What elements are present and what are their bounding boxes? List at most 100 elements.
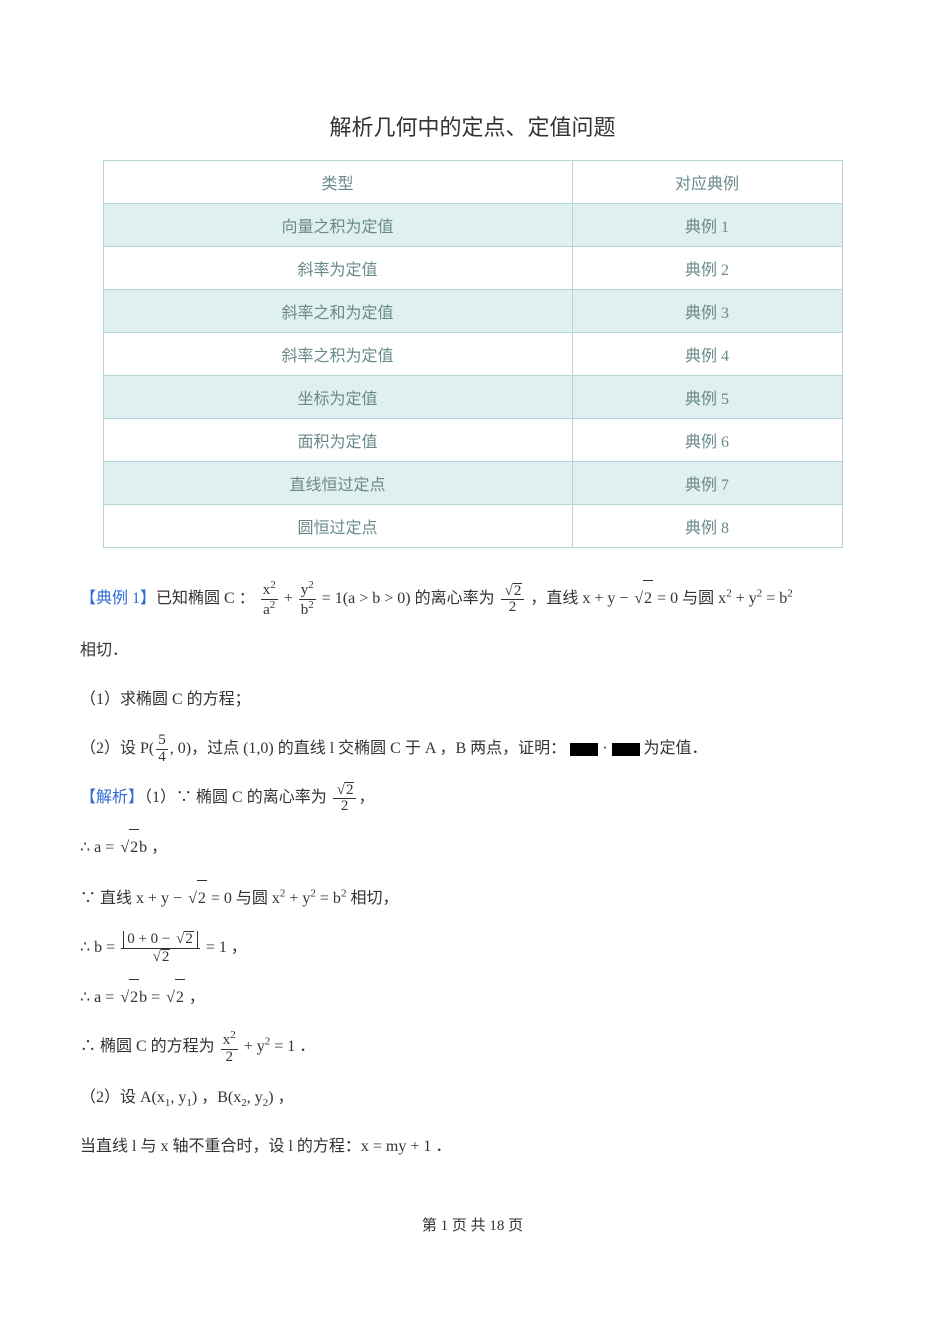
cell-type: 斜率之积为定值: [103, 333, 572, 376]
text: , y: [247, 1089, 263, 1106]
text: ) ，B(x: [192, 1089, 241, 1106]
col-header-example: 对应典例: [572, 161, 842, 204]
question-1: （1）求椭圆 C 的方程；: [80, 682, 865, 717]
fraction: 22: [333, 782, 357, 816]
col-header-type: 类型: [103, 161, 572, 204]
table-row: 圆恒过定点典例 8: [103, 505, 842, 548]
page-number: 1: [441, 1218, 449, 1234]
text: + y: [285, 890, 310, 907]
radicand: 2: [197, 880, 207, 916]
radicand: 2: [184, 931, 194, 948]
cell-example: 典例 4: [572, 333, 842, 376]
fraction: 0 + 0 − 2 2: [121, 931, 200, 966]
text: + y: [732, 590, 757, 607]
cell-type: 直线恒过定点: [103, 462, 572, 505]
radicand: 2: [175, 979, 185, 1015]
footer-text: 第: [422, 1218, 441, 1234]
table-header-row: 类型 对应典例: [103, 161, 842, 204]
sqrt: 2: [632, 580, 653, 616]
text: = 0 与圆 x: [653, 590, 726, 607]
solution-line: ∵ 直线 x + y − 2 = 0 与圆 x2 + y2 = b2 相切，: [80, 880, 865, 916]
text: 0 + 0 −: [127, 931, 174, 947]
text: = 1(a > b > 0): [322, 590, 411, 607]
sqrt: 2: [118, 979, 139, 1015]
text: = 0 与圆 x: [207, 890, 280, 907]
text: b ，: [139, 839, 167, 856]
text: ∴ b =: [80, 939, 119, 956]
solution-line: ∴ b = 0 + 0 − 2 2 = 1 ，: [80, 930, 865, 966]
text: 的离心率为: [415, 590, 499, 607]
redacted-vector-icon: [570, 743, 598, 756]
radicand: 2: [129, 979, 139, 1015]
cell-type: 斜率之和为定值: [103, 290, 572, 333]
page-footer: 第 1 页 共 18 页: [80, 1214, 865, 1235]
solution-line: ∴ a = 2b = 2 ，: [80, 979, 865, 1015]
table-row: 斜率为定值典例 2: [103, 247, 842, 290]
text: 已知椭圆 C ：: [156, 590, 255, 607]
example-1-label: 【典例 1】: [80, 590, 156, 607]
table-row: 斜率之积为定值典例 4: [103, 333, 842, 376]
denominator: 2: [333, 799, 357, 815]
document-page: 解析几何中的定点、定值问题 类型 对应典例 向量之积为定值典例 1 斜率为定值典…: [0, 0, 945, 1285]
redacted-vector-icon: [612, 743, 640, 756]
table-row: 向量之积为定值典例 1: [103, 204, 842, 247]
fraction: x22: [221, 1030, 238, 1066]
cell-example: 典例 2: [572, 247, 842, 290]
sqrt: 2: [164, 979, 185, 1015]
text: （2）设 P(: [80, 740, 154, 757]
radicand: 2: [345, 782, 355, 799]
text: ·: [598, 740, 611, 757]
cell-type: 面积为定值: [103, 419, 572, 462]
fraction: y2b2: [299, 580, 316, 619]
text: ∴ a =: [80, 989, 118, 1006]
text: + y: [240, 1038, 265, 1055]
text: = 1 ．: [270, 1038, 315, 1055]
text: 相切，: [346, 890, 398, 907]
absolute-value: 0 + 0 − 2: [123, 931, 198, 948]
table-row: 斜率之和为定值典例 3: [103, 290, 842, 333]
cell-example: 典例 5: [572, 376, 842, 419]
body-content: 【典例 1】已知椭圆 C ： x2a2 + y2b2 = 1(a > b > 0…: [80, 580, 865, 1164]
text: ∴ a =: [80, 839, 118, 856]
text: （2）设 A(x: [80, 1089, 165, 1106]
text: ，: [358, 789, 374, 806]
text: = 1 ，: [206, 939, 247, 956]
text: ，: [185, 989, 205, 1006]
example-1-statement: 【典例 1】已知椭圆 C ： x2a2 + y2b2 = 1(a > b > 0…: [80, 580, 865, 619]
radicand: 2: [129, 829, 139, 865]
text: ∵ 直线 x + y −: [80, 890, 186, 907]
radicand: 2: [513, 583, 523, 600]
footer-text: 页 共: [448, 1218, 489, 1234]
denominator: 2: [221, 1050, 238, 1066]
cell-example: 典例 7: [572, 462, 842, 505]
cell-example: 典例 1: [572, 204, 842, 247]
question-2: （2）设 P(54, 0)，过点 (1,0) 的直线 l 交椭圆 C 于 A ，…: [80, 731, 865, 766]
table-row: 直线恒过定点典例 7: [103, 462, 842, 505]
text: , y: [170, 1089, 186, 1106]
table-row: 坐标为定值典例 5: [103, 376, 842, 419]
solution-line: ∴ 椭圆 C 的方程为 x22 + y2 = 1 ．: [80, 1029, 865, 1065]
solution-part2-line: （2）设 A(x1, y1) ，B(x2, y2) ，: [80, 1080, 865, 1115]
cell-example: 典例 3: [572, 290, 842, 333]
text-line: 相切．: [80, 633, 865, 668]
table-row: 面积为定值典例 6: [103, 419, 842, 462]
cell-type: 向量之积为定值: [103, 204, 572, 247]
cell-example: 典例 8: [572, 505, 842, 548]
solution-line-1: 【解析】（1）∵ 椭圆 C 的离心率为 22，: [80, 780, 865, 815]
text: = b: [762, 590, 787, 607]
sqrt: 2: [186, 880, 207, 916]
text: （1）∵ 椭圆 C 的离心率为: [144, 789, 331, 806]
text: ∴ 椭圆 C 的方程为: [80, 1038, 219, 1055]
denominator: a: [263, 602, 270, 618]
fraction: x2a2: [261, 580, 278, 619]
cell-example: 典例 6: [572, 419, 842, 462]
text: ，直线 x + y −: [530, 590, 632, 607]
solution-line: ∴ a = 2b ，: [80, 829, 865, 865]
radicand: 2: [161, 949, 171, 966]
sqrt: 2: [118, 829, 139, 865]
toc-table-body: 向量之积为定值典例 1 斜率为定值典例 2 斜率之和为定值典例 3 斜率之积为定…: [103, 204, 842, 548]
radicand: 2: [643, 580, 653, 616]
text: = b: [316, 890, 341, 907]
text: ) ，: [268, 1089, 293, 1106]
solution-label: 【解析】: [80, 789, 144, 806]
